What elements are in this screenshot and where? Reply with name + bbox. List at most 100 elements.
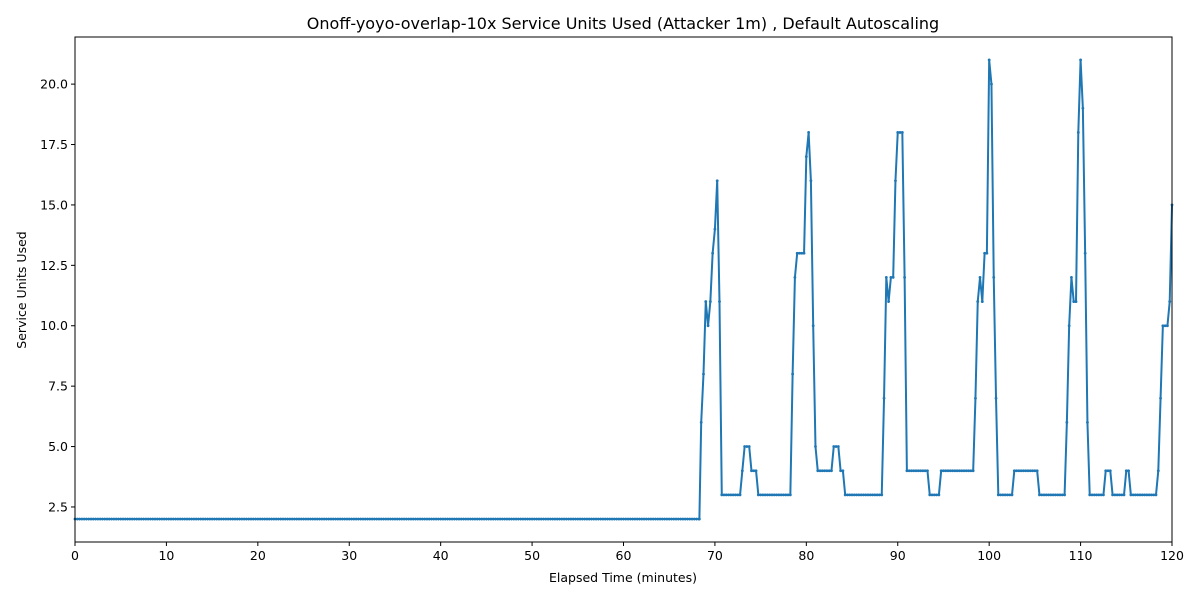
- data-point: [203, 517, 207, 521]
- data-point: [672, 517, 676, 521]
- data-point: [1131, 493, 1135, 497]
- data-point: [699, 420, 703, 424]
- data-point: [1072, 300, 1076, 303]
- data-point: [473, 517, 477, 521]
- data-point: [793, 276, 797, 279]
- data-point: [484, 517, 488, 521]
- data-point: [1150, 493, 1153, 497]
- data-point: [75, 517, 79, 521]
- data-point: [245, 517, 248, 521]
- data-point: [1058, 493, 1062, 497]
- data-point: [624, 517, 628, 521]
- data-point: [1156, 469, 1160, 473]
- data-point: [804, 155, 808, 159]
- data-point: [258, 517, 262, 521]
- data-point: [551, 517, 555, 521]
- data-point: [798, 251, 801, 255]
- data-point: [267, 517, 271, 521]
- x-tick-label: 60: [616, 548, 632, 563]
- data-point: [953, 469, 957, 473]
- data-point: [1086, 420, 1089, 424]
- data-point: [325, 517, 328, 521]
- data-point: [654, 517, 657, 521]
- data-point: [546, 517, 550, 521]
- data-point: [146, 517, 150, 521]
- data-point: [692, 517, 696, 521]
- data-point: [338, 517, 342, 521]
- data-point: [158, 517, 161, 521]
- data-point: [921, 469, 925, 473]
- data-point: [658, 517, 662, 521]
- data-point: [510, 517, 513, 521]
- data-point: [327, 517, 331, 521]
- x-tick-label: 10: [158, 548, 174, 563]
- data-point: [1056, 493, 1060, 497]
- data-point: [834, 445, 838, 448]
- data-point: [665, 517, 669, 521]
- data-point: [830, 469, 833, 473]
- data-point: [1083, 251, 1087, 255]
- data-point: [523, 517, 527, 521]
- data-point: [852, 493, 856, 497]
- data-point: [135, 517, 139, 521]
- data-point: [747, 445, 751, 448]
- y-tick-label: 15.0: [40, 197, 68, 212]
- data-point: [489, 517, 493, 521]
- data-point: [94, 517, 97, 521]
- data-point: [345, 517, 349, 521]
- data-point: [176, 517, 180, 521]
- data-point: [254, 517, 257, 521]
- data-point: [994, 396, 998, 400]
- data-point: [667, 517, 671, 521]
- data-point: [521, 517, 525, 521]
- data-point: [724, 493, 728, 497]
- data-point: [231, 517, 235, 521]
- data-point: [112, 517, 116, 521]
- data-point: [249, 517, 253, 521]
- data-point: [247, 517, 251, 521]
- data-point: [89, 517, 93, 521]
- data-point: [928, 493, 932, 497]
- data-point: [766, 493, 769, 497]
- x-tick-label: 120: [1160, 548, 1184, 563]
- data-point: [1092, 493, 1096, 497]
- data-point: [96, 517, 100, 521]
- data-point: [948, 469, 952, 473]
- data-point: [87, 517, 91, 521]
- data-point: [1111, 493, 1114, 497]
- data-point: [923, 469, 927, 473]
- data-point: [958, 469, 961, 473]
- data-point: [539, 517, 543, 521]
- data-point: [779, 493, 783, 497]
- data-point: [932, 493, 936, 497]
- data-point: [263, 517, 267, 521]
- data-point: [530, 517, 534, 521]
- data-point: [503, 517, 507, 521]
- data-point: [992, 276, 996, 279]
- data-point: [935, 493, 938, 497]
- data-point: [142, 517, 145, 521]
- data-point: [1136, 493, 1140, 497]
- data-point: [155, 517, 159, 521]
- data-point: [1090, 493, 1094, 497]
- data-point: [144, 517, 148, 521]
- data-point: [1097, 493, 1101, 497]
- data-point: [610, 517, 614, 521]
- data-point: [1115, 493, 1119, 497]
- data-point: [430, 517, 433, 521]
- data-point: [951, 469, 954, 473]
- x-tick-label: 70: [707, 548, 723, 563]
- data-point: [544, 517, 548, 521]
- data-point: [528, 517, 532, 521]
- data-point: [215, 517, 219, 521]
- data-point: [674, 517, 678, 521]
- data-point: [990, 82, 993, 86]
- data-point: [133, 517, 136, 521]
- data-point: [839, 469, 843, 473]
- y-axis-label: Service Units Used: [14, 231, 29, 348]
- data-point: [340, 517, 344, 521]
- data-point: [930, 493, 934, 497]
- data-point: [361, 517, 365, 521]
- data-point: [633, 517, 637, 521]
- data-point: [181, 517, 184, 521]
